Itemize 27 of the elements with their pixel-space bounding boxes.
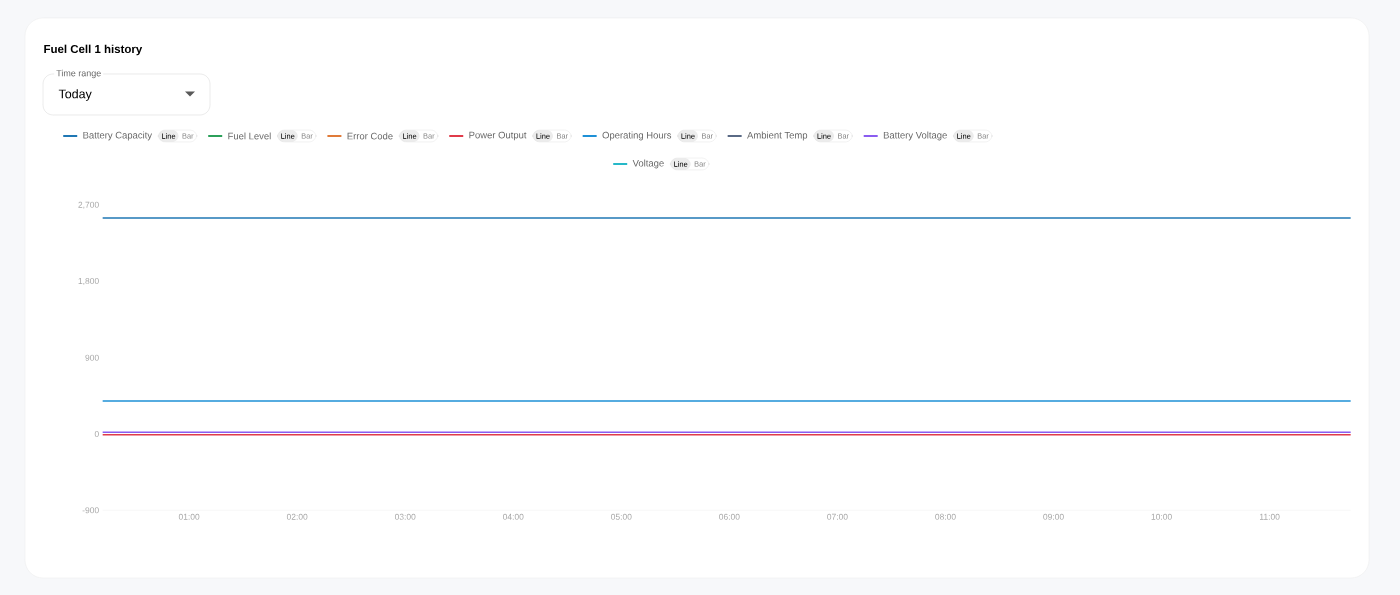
- text: Today: [58, 89, 92, 101]
- legend-label: Power Output: [469, 131, 527, 141]
- x-tick-label: 01:00: [178, 513, 200, 520]
- x-tick-label: 03:00: [394, 513, 416, 520]
- x-tick-label: 11:00: [1259, 513, 1280, 520]
- text: Time range: [56, 69, 101, 79]
- chart-title: Fuel Cell 1 history: [44, 44, 143, 56]
- legend-label: Battery Voltage: [883, 131, 947, 141]
- legend-label: Operating Hours: [602, 131, 672, 141]
- x-tick-label: 06:00: [719, 513, 740, 520]
- legend-label: Voltage: [632, 159, 664, 169]
- legend-label: Fuel Level: [228, 132, 271, 140]
- legend-label: Ambient Temp: [747, 131, 808, 141]
- x-tick-label: 05:00: [611, 513, 632, 520]
- y-tick-label: 2,700: [78, 201, 99, 209]
- y-tick-label: 1,800: [78, 278, 99, 286]
- y-tick-label: 0: [94, 431, 99, 438]
- y-tick-label: -900: [82, 507, 99, 514]
- x-tick-label: 07:00: [827, 513, 848, 520]
- x-tick-label: 10:00: [1151, 513, 1172, 520]
- x-tick-label: 02:00: [286, 513, 308, 520]
- x-tick-label: 08:00: [935, 513, 956, 520]
- x-tick-label: 09:00: [1043, 513, 1064, 520]
- y-tick-label: 900: [85, 354, 99, 361]
- legend-label: Error Code: [347, 132, 393, 140]
- legend-label: Battery Capacity: [83, 131, 153, 141]
- x-tick-label: 04:00: [502, 513, 524, 520]
